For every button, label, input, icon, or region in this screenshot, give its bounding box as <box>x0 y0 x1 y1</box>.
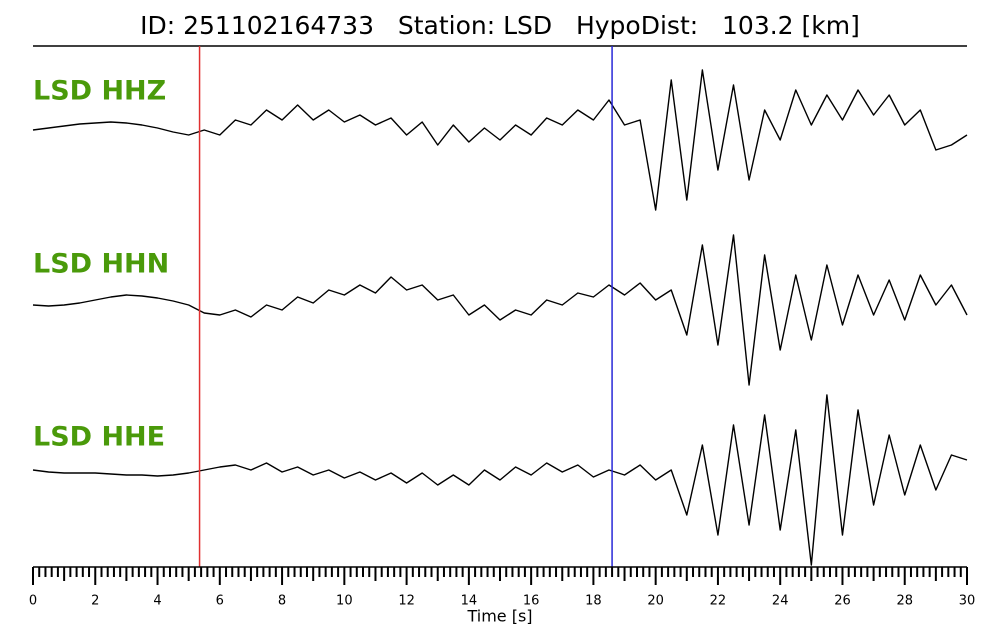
x-tick-label: 10 <box>336 594 353 609</box>
x-tick-label: 6 <box>216 594 224 609</box>
x-tick-label: 28 <box>896 594 913 609</box>
trace-label: LSD HHE <box>33 422 165 453</box>
x-tick-label: 4 <box>153 594 161 609</box>
x-axis-label: Time [s] <box>466 607 532 626</box>
trace-label: LSD HHZ <box>33 76 166 107</box>
x-tick-label: 22 <box>710 594 727 609</box>
trace <box>32 69 968 211</box>
x-tick-label: 24 <box>772 594 789 609</box>
x-tick-label: 30 <box>959 594 976 609</box>
trace <box>32 394 968 566</box>
x-tick-label: 16 <box>523 594 540 609</box>
x-tick-label: 0 <box>29 594 37 609</box>
x-tick-label: 26 <box>834 594 851 609</box>
chart-title: ID: 251102164733 Station: LSD HypoDist: … <box>140 11 860 40</box>
x-tick-label: 8 <box>278 594 286 609</box>
x-tick-label: 14 <box>461 594 478 609</box>
x-tick-label: 2 <box>91 594 99 609</box>
trace-label: LSD HHN <box>33 249 169 280</box>
x-tick-label: 20 <box>647 594 664 609</box>
x-tick-label: 18 <box>585 594 602 609</box>
trace <box>32 234 968 386</box>
x-tick-label: 12 <box>398 594 415 609</box>
